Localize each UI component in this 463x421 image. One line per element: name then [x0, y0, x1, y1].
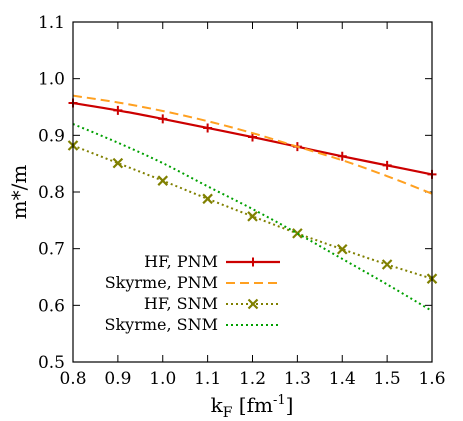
y-axis-label: m*/m: [7, 165, 31, 220]
ticks-layer: 0.8 0.9 1.0 1.1 1.2 1.3 1.4 1.5 1.6 0.5 0.6 0.7 0.8 0…: [38, 13, 446, 389]
y-tick-label: 1.1: [38, 13, 65, 33]
legend-entry-label: HF, PNM: [144, 252, 218, 271]
x-tick-label: 1.5: [374, 369, 401, 389]
y-tick-label: 0.7: [38, 240, 65, 260]
data-point: [337, 151, 347, 161]
data-point: [247, 211, 258, 222]
legend-entry-label: Skyrme, SNM: [105, 315, 219, 334]
data-point: [336, 243, 348, 255]
data-point: [202, 193, 213, 205]
x-axis-label: kF [fm-1]: [211, 393, 294, 421]
data-point: [292, 228, 303, 239]
y-tick-label: 0.9: [38, 126, 65, 146]
series-0: [68, 98, 437, 179]
plot-frame: [72, 21, 433, 363]
legend-entry-label: HF, SNM: [144, 294, 218, 313]
x-tick-label: 1.1: [194, 369, 221, 389]
x-tick-label: 1.0: [149, 369, 176, 389]
y-tick-label: 0.5: [38, 353, 65, 373]
data-point: [382, 160, 392, 170]
legend: HF, PNM Skyrme, PNM HF, SNM Skyrme, SNM: [105, 252, 280, 334]
x-tick-label: 0.8: [59, 369, 86, 389]
data-point: [203, 123, 213, 133]
legend-entry-label: Skyrme, PNM: [105, 273, 218, 292]
data-point: [158, 114, 168, 124]
y-tick-label: 0.8: [38, 183, 65, 203]
y-tick-label: 0.6: [38, 296, 65, 316]
data-point: [113, 105, 123, 115]
data-point: [157, 175, 169, 186]
x-axis-label-close: ]: [286, 393, 294, 417]
x-axis-label-sub: F: [223, 405, 233, 421]
series-1: [72, 94, 433, 195]
x-axis-label-unit: [fm: [232, 393, 273, 417]
x-axis-label-sup: -1: [273, 393, 286, 408]
data-point: [112, 157, 124, 169]
x-axis-label-main: k: [211, 393, 224, 417]
x-tick-label: 1.2: [239, 369, 266, 389]
x-tick-label: 1.4: [329, 369, 356, 389]
x-tick-label: 1.6: [418, 369, 445, 389]
y-tick-label: 1.0: [38, 70, 65, 90]
legend-entry-marker: [247, 298, 259, 310]
data-point: [381, 259, 393, 270]
series-line: [72, 94, 433, 195]
x-tick-label: 0.9: [104, 369, 131, 389]
legend-entry-marker: [248, 257, 258, 267]
x-tick-label: 1.3: [284, 369, 311, 389]
